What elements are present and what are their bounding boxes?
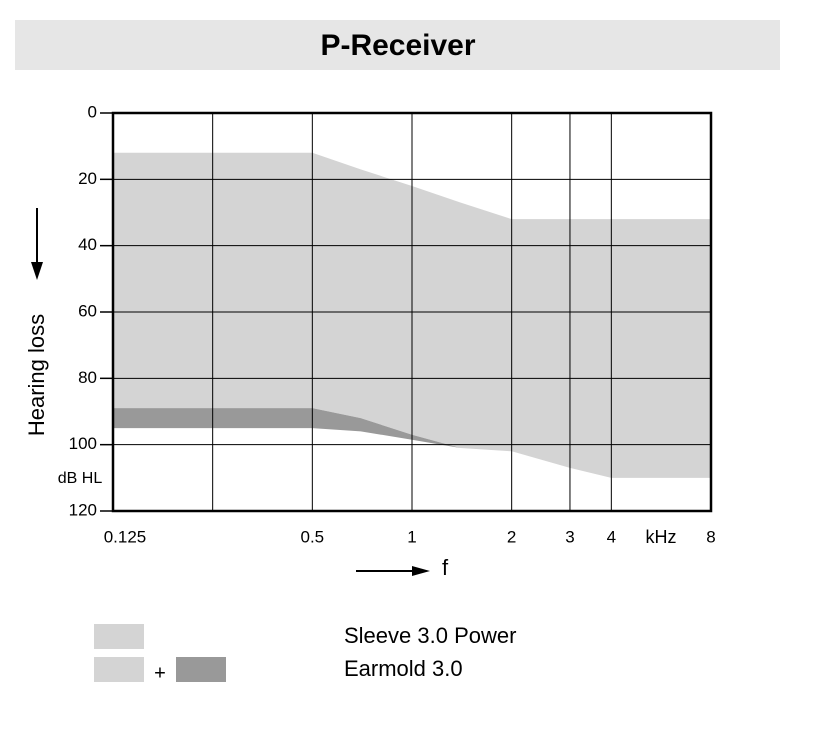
y-tick-label: 0 (88, 102, 97, 121)
legend-swatch (94, 657, 144, 682)
y-tick-label: 40 (78, 235, 97, 254)
legend-label: Earmold 3.0 (344, 656, 463, 681)
title-band (15, 20, 780, 70)
y-tick-label: 100 (69, 434, 97, 453)
x-tick-label: 8 (706, 527, 715, 546)
y-tick-label: 80 (78, 368, 97, 387)
x-tick-label: 1 (407, 527, 416, 546)
y-arrow-head (31, 262, 43, 280)
y-unit: dB HL (58, 470, 103, 487)
plot-frame (111, 111, 713, 513)
x-tick-label: 4 (607, 527, 616, 546)
x-unit: kHz (646, 527, 677, 547)
chart-title: P-Receiver (320, 29, 475, 62)
x-tick-label: 3 (565, 527, 574, 546)
y-tick-label: 60 (78, 301, 97, 320)
legend-label: Sleeve 3.0 Power (344, 623, 516, 648)
legend: Sleeve 3.0 Power + Earmold 3.0 (94, 623, 516, 684)
x-tick-label: 0.125 (104, 527, 147, 546)
y-tick-label: 120 (69, 500, 97, 519)
y-tick-label: 20 (78, 169, 97, 188)
range-area (113, 408, 461, 448)
plot: 0 20 40 60 80 100 120 0.125 0.5 1 2 3 4 8 (69, 102, 716, 546)
x-tick-label: 2 (507, 527, 516, 546)
x-tick-label: 0.5 (301, 527, 325, 546)
legend-swatch (176, 657, 226, 682)
legend-plus: + (154, 662, 166, 684)
y-axis-label: Hearing loss (24, 314, 49, 436)
x-axis-label: f (442, 555, 449, 580)
legend-swatch (94, 624, 144, 649)
x-arrow-head (412, 566, 430, 576)
